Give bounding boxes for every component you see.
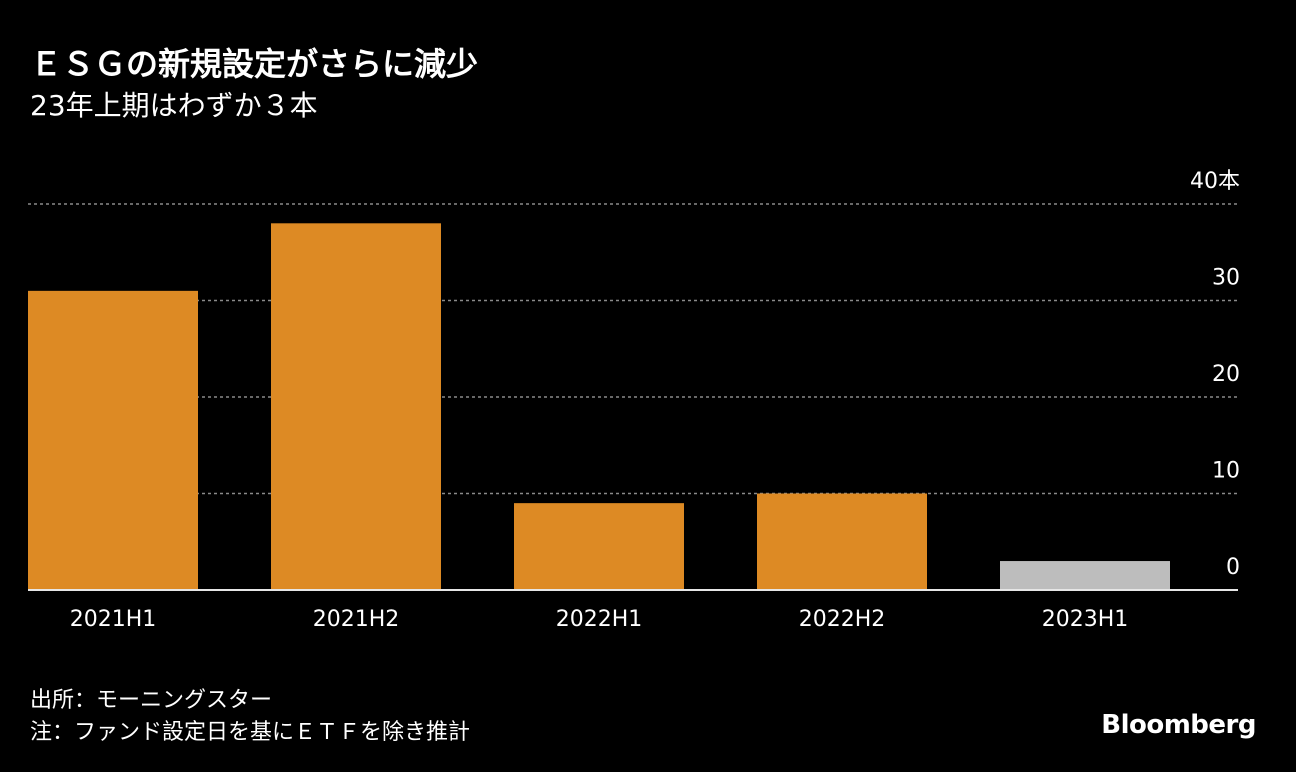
x-tick-label: 2023H1 (1042, 607, 1129, 632)
footnotes: 出所：モーニングスター 注：ファンド設定日を基にＥＴＦを除き推計 (30, 685, 470, 749)
y-tick-label: 40本 (1190, 169, 1240, 194)
x-tick-label: 2021H2 (313, 607, 400, 632)
method-note: 注：ファンド設定日を基にＥＴＦを除き推計 (30, 720, 471, 745)
bar-2023H1 (1000, 561, 1170, 590)
x-tick-label: 2021H1 (70, 607, 157, 632)
bloomberg-logo: Bloomberg (1101, 710, 1256, 740)
bars (28, 223, 1170, 591)
y-tick-label: 0 (1226, 555, 1240, 580)
x-tick-label: 2022H2 (799, 607, 886, 632)
y-axis-tick-labels: 0 10 20 30 40本 (1190, 169, 1240, 580)
bar-2021H2 (271, 223, 441, 591)
y-tick-label: 30 (1212, 266, 1240, 291)
grid-lines (28, 203, 1238, 495)
y-tick-label: 10 (1212, 459, 1240, 484)
source-note: 出所：モーニングスター (30, 688, 273, 713)
x-tick-label: 2022H1 (556, 607, 643, 632)
bar-2021H1 (28, 290, 198, 590)
x-axis-tick-labels: 2021H1 2021H2 2022H1 2022H2 2023H1 (70, 607, 1129, 632)
chart-title: ＥＳＧの新規設定がさらに減少 (30, 45, 479, 83)
chart-subtitle: 23年上期はわずか３本 (30, 89, 318, 122)
bar-2022H1 (514, 503, 684, 590)
y-tick-label: 20 (1212, 362, 1240, 387)
bar-2022H2 (757, 493, 927, 590)
